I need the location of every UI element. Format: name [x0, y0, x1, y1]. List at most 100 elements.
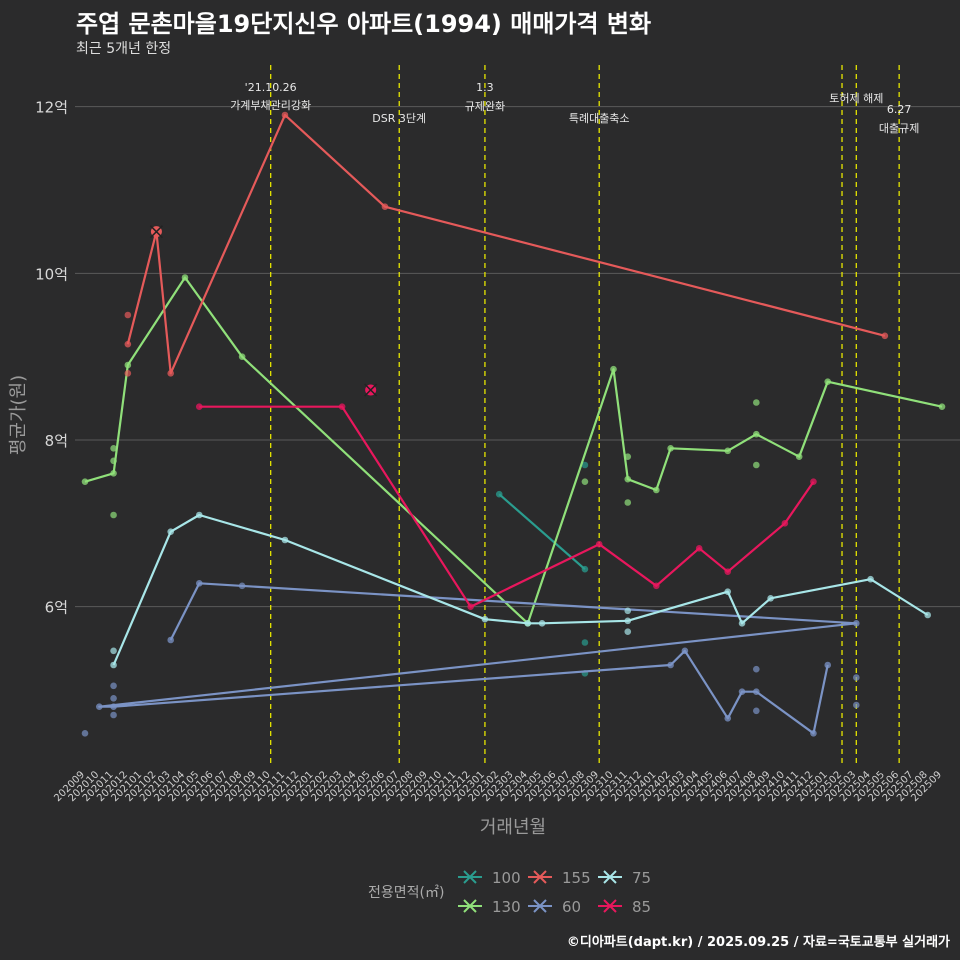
series-line [98, 582, 858, 735]
series-60 [81, 580, 860, 737]
legend-item-60: 60 [528, 898, 581, 916]
data-point [124, 370, 132, 377]
data-point [924, 611, 932, 619]
legend-label: 75 [632, 869, 651, 887]
data-point [653, 486, 660, 494]
data-point [124, 361, 132, 369]
chart-title: 주엽 문촌마을19단지신우 아파트(1994) 매매가격 변화 [76, 10, 652, 38]
data-point [110, 695, 117, 702]
series-line [498, 493, 586, 571]
legend-label: 60 [562, 898, 581, 916]
data-point [624, 628, 632, 635]
data-point [110, 682, 117, 690]
data-point [767, 595, 774, 602]
data-point [538, 620, 546, 627]
event-label: 대출규제 [879, 122, 919, 135]
x-axis-title: 거래년월 [480, 817, 546, 838]
data-point [724, 568, 732, 575]
data-point [381, 203, 389, 210]
data-point [938, 403, 946, 410]
event-label: 토허제 해제 [829, 91, 883, 105]
data-point [753, 707, 760, 715]
data-point [881, 332, 889, 340]
data-point [624, 475, 632, 483]
series-155 [124, 111, 889, 377]
y-tick-label: 12억 [35, 99, 68, 117]
legend-label: 85 [632, 898, 651, 916]
data-point [695, 545, 703, 552]
data-point [667, 445, 674, 452]
event-label: '21.10.26 [245, 81, 297, 94]
legend-label: 155 [562, 869, 591, 887]
data-point [124, 340, 132, 348]
legend-item-100: 100 [458, 869, 521, 887]
legend-marker [463, 899, 477, 913]
data-point [753, 665, 760, 673]
legend-label: 130 [492, 898, 521, 916]
data-point [110, 647, 117, 655]
legend-label: 100 [492, 869, 521, 887]
data-point [653, 582, 660, 590]
data-point [281, 536, 289, 544]
legend-item-155: 155 [528, 869, 591, 887]
data-point [853, 701, 860, 709]
data-point [110, 511, 117, 519]
event-label: 규제완화 [465, 100, 505, 113]
chart-subtitle: 최근 5개년 한정 [76, 41, 172, 57]
data-point [95, 703, 103, 710]
data-point [753, 688, 760, 695]
legend-item-75: 75 [598, 869, 651, 887]
data-point [624, 607, 632, 615]
data-point [753, 399, 760, 406]
data-point [724, 588, 732, 595]
data-point [867, 575, 874, 583]
source-caption: ©디아파트(dapt.kr) / 2025.09.25 / 자료=국토교통부 실… [566, 935, 950, 950]
legend-marker [603, 899, 617, 913]
legend-title: 전용면적(㎡) [368, 885, 444, 901]
cancel-mark [364, 383, 378, 397]
series-line [112, 513, 929, 666]
data-point [495, 490, 503, 498]
series-75 [110, 511, 932, 669]
legend-marker [603, 870, 617, 884]
data-point [81, 478, 89, 485]
data-point [795, 453, 803, 460]
y-axis-title: 평균가(원) [8, 375, 29, 455]
legend-marker [533, 870, 547, 884]
data-point [853, 620, 860, 627]
data-point [667, 661, 674, 669]
series-100 [495, 461, 589, 677]
data-point [853, 674, 860, 681]
data-point [753, 430, 760, 438]
data-point [338, 403, 346, 410]
data-point [195, 580, 203, 587]
event-label: DSR 3단계 [372, 112, 426, 125]
series-line [126, 113, 886, 375]
data-point [238, 353, 246, 360]
event-label: 6.27 [887, 103, 912, 116]
series-line [199, 405, 815, 608]
legend: 전용면적(㎡) 100 130 155 60 75 85 [368, 869, 651, 916]
legend-item-85: 85 [598, 898, 651, 916]
data-point [581, 478, 589, 485]
data-point [824, 661, 832, 669]
data-point [167, 636, 174, 644]
data-point [481, 615, 489, 623]
data-point [167, 370, 174, 377]
data-point [581, 639, 589, 646]
series-line [84, 276, 943, 625]
data-point [738, 620, 746, 627]
data-point [110, 703, 117, 710]
event-label: 특례대출축소 [569, 112, 630, 125]
data-point [724, 447, 732, 455]
series-130 [81, 274, 946, 627]
data-point [195, 511, 203, 519]
data-point [624, 499, 632, 506]
legend-item-130: 130 [458, 898, 521, 916]
data-point [581, 565, 589, 573]
y-tick-label: 6억 [45, 599, 68, 617]
y-tick-label: 10억 [35, 265, 68, 283]
data-point [281, 111, 289, 119]
data-point [824, 378, 832, 385]
